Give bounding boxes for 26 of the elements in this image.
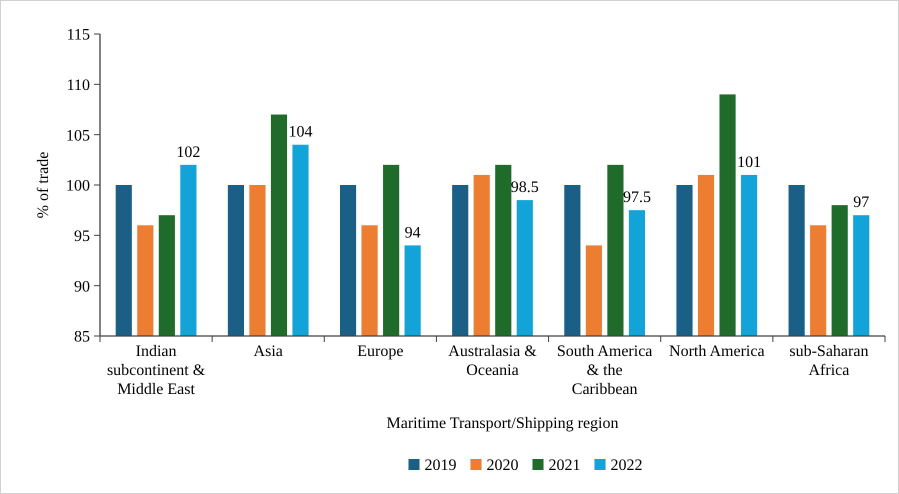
x-tick-label: Australasia & Oceania xyxy=(448,343,538,379)
y-tick-label: 110 xyxy=(66,76,90,94)
x-tick-label: North America xyxy=(669,343,765,360)
legend-label: 2020 xyxy=(486,457,518,474)
y-tick-label: 90 xyxy=(74,278,90,296)
data-label: 104 xyxy=(288,124,313,141)
x-tick-label: Indian subcontinent & Middle East xyxy=(106,343,206,398)
data-label: 94 xyxy=(404,224,421,242)
y-tick-label: 100 xyxy=(66,178,90,195)
x-tick-label: Asia xyxy=(254,343,283,360)
x-tick-label: South America & the Caribbean xyxy=(556,343,652,398)
legend-label: 2021 xyxy=(548,457,580,474)
x-axis-title: Maritime Transport/Shipping region xyxy=(386,415,618,432)
y-tick-label: 85 xyxy=(74,328,90,346)
data-label: 102 xyxy=(176,144,200,161)
data-label: 97 xyxy=(853,194,870,212)
legend-label: 2019 xyxy=(424,457,456,474)
legend-label: 2022 xyxy=(610,457,642,474)
y-tick-label: 95 xyxy=(74,228,90,245)
y-tick-label: 115 xyxy=(66,26,90,44)
x-tick-label: sub-Saharan Africa xyxy=(789,343,868,379)
data-label: 101 xyxy=(737,154,762,171)
data-label: 97.5 xyxy=(622,189,651,206)
y-axis-title: % of trade xyxy=(35,152,52,218)
y-tick-label: 105 xyxy=(66,127,90,144)
x-tick-label: Europe xyxy=(357,343,404,360)
